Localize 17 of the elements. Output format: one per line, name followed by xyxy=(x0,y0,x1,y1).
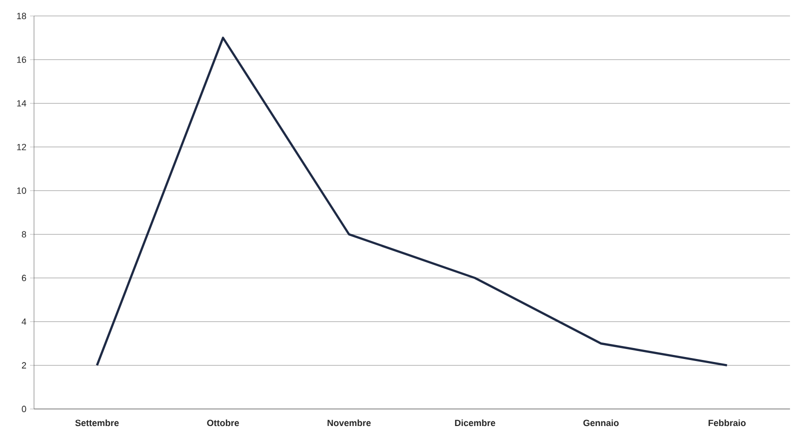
y-tick-label: 18 xyxy=(17,12,26,20)
y-tick-label: 6 xyxy=(22,274,26,282)
y-tick-label: 0 xyxy=(22,406,26,412)
x-tick-label: Settembre xyxy=(75,420,119,426)
x-tick-label: Ottobre xyxy=(207,420,239,426)
x-tick-label: Febbraio xyxy=(708,420,746,426)
x-tick-label: Dicembre xyxy=(455,420,496,426)
y-tick-label: 4 xyxy=(22,318,26,325)
line-series xyxy=(96,36,728,366)
y-tick-label: 10 xyxy=(17,187,26,194)
y-tick-label: 2 xyxy=(22,362,26,368)
y-tick-label: 12 xyxy=(17,144,26,150)
y-tick-label: 8 xyxy=(22,231,26,238)
x-tick-label: Novembre xyxy=(328,420,371,426)
x-tick-label: Gennaio xyxy=(583,420,619,426)
y-tick-label: 14 xyxy=(17,100,26,106)
y-tick-label: 16 xyxy=(17,56,26,63)
